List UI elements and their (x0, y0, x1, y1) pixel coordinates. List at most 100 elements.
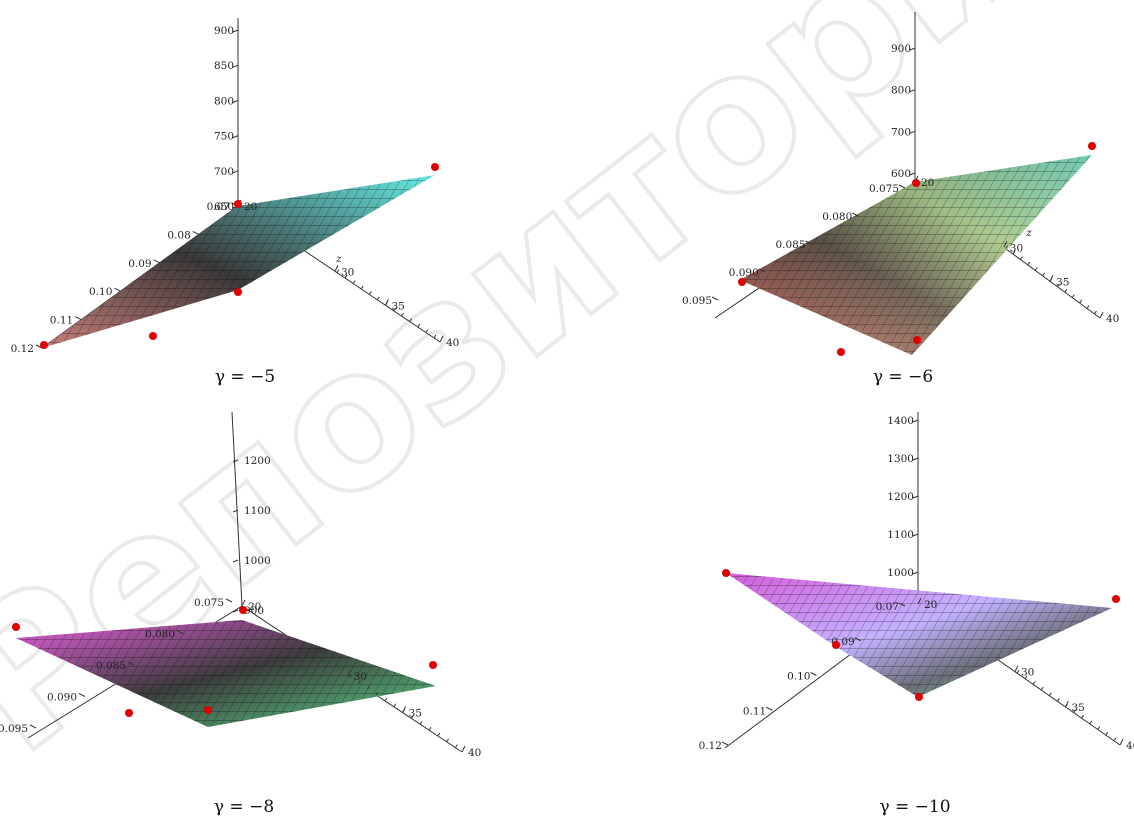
tick-mark (375, 691, 379, 696)
tick-mark (912, 533, 919, 537)
data-point (40, 341, 48, 349)
tick-label: 1400 (887, 415, 914, 427)
tick-mark (1024, 675, 1028, 680)
surface-mesh (740, 155, 1092, 355)
tick-mark (437, 732, 441, 737)
tick-label: 0.075 (869, 183, 899, 195)
tick-mark (1119, 738, 1124, 746)
vertical-axis-ticks: 900 1000 1100 1200 (232, 455, 271, 617)
tick-mark (1097, 726, 1101, 730)
tick-label: 0.12 (11, 343, 34, 355)
tick-label: 0.11 (50, 315, 73, 327)
tick-mark (909, 172, 916, 176)
tick-mark (232, 29, 239, 33)
tick-label: 0.085 (96, 660, 126, 672)
tick-label: 700 (214, 166, 234, 178)
tick-mark (711, 296, 719, 301)
tick-label: 1100 (244, 505, 271, 517)
tick-mark (153, 259, 160, 264)
tick-mark (428, 726, 432, 731)
tick-label: 650 (214, 201, 234, 213)
tick-mark (898, 602, 906, 607)
data-point (234, 288, 242, 296)
x-axis-ticks: 0.12 0.11 0.10 0.09 0.08 0.07 (11, 201, 239, 355)
tick-label: 0.12 (699, 740, 722, 752)
tick-mark (1073, 709, 1076, 713)
tick-mark (912, 457, 919, 461)
tick-mark (232, 64, 239, 68)
x-axis-ticks: 0.095 0.090 0.085 0.080 0.075 (682, 183, 906, 307)
tick-mark (1003, 241, 1008, 248)
tick-label: 600 (891, 168, 911, 180)
tick-mark (402, 709, 406, 713)
tick-label: 0.08 (167, 229, 190, 241)
tick-mark (232, 509, 239, 513)
tick-mark (898, 184, 906, 189)
tick-label: 750 (214, 131, 234, 143)
tick-mark (401, 312, 405, 317)
tick-label: 0.090 (47, 692, 77, 704)
tick-mark (1040, 686, 1044, 691)
tick-mark (1014, 665, 1019, 672)
tick-label: 0.07 (876, 601, 899, 613)
tick-mark (347, 669, 352, 677)
tick-label: 20 (248, 601, 261, 613)
tick-mark (433, 334, 437, 339)
data-point (837, 348, 845, 356)
tick-mark (232, 170, 239, 174)
data-point (738, 278, 746, 286)
data-point (234, 200, 242, 208)
tick-label: 0.10 (89, 286, 112, 298)
vertical-axis (231, 411, 243, 607)
tick-label: 800 (214, 95, 234, 107)
tick-mark (376, 296, 380, 301)
tick-label: 1000 (887, 567, 914, 579)
tick-mark (1089, 720, 1093, 725)
tick-mark (417, 323, 421, 328)
tick-label: 1000 (244, 555, 271, 567)
tick-mark (912, 571, 919, 575)
tick-label: 0.090 (729, 267, 759, 279)
tick-label: 20 (924, 599, 937, 611)
data-point (1112, 595, 1120, 603)
tick-mark (176, 630, 184, 634)
tick-mark (1099, 311, 1104, 319)
tick-mark (1020, 256, 1023, 260)
tick-mark (1113, 737, 1117, 742)
tick-mark (232, 559, 239, 563)
data-point (913, 336, 921, 344)
tick-mark (74, 316, 82, 321)
z-axis-label: z (335, 253, 342, 265)
tick-mark (344, 274, 348, 279)
data-point (239, 606, 247, 614)
tick-label: 0.075 (194, 597, 224, 609)
tick-mark (909, 47, 916, 51)
tick-mark (917, 597, 922, 605)
tick-mark (1032, 681, 1036, 685)
tick-mark (385, 302, 388, 306)
surface-panel-gamma-minus-8: 0.095 0.090 0.085 0.080 0.075 20 30 35 40 900 10… (0, 411, 481, 817)
tick-mark (1081, 714, 1085, 719)
tick-mark (1079, 299, 1083, 304)
tick-mark (352, 280, 356, 284)
tick-mark (127, 661, 135, 666)
data-point (125, 709, 133, 717)
surface-panel-gamma-minus-6: 0.095 0.090 0.085 0.080 0.075 20 30 35 40 600 70… (682, 12, 1119, 387)
tick-label: 40 (1106, 313, 1119, 325)
vertical-axis-ticks: 600 700 800 900 (891, 43, 916, 180)
tick-label: 0.10 (787, 671, 810, 683)
tick-mark (1057, 283, 1060, 287)
tick-mark (1065, 703, 1068, 708)
caption: γ = −8 (214, 797, 274, 817)
tick-mark (358, 680, 362, 684)
tick-label: 30 (1021, 667, 1034, 679)
tick-mark (1027, 261, 1031, 266)
tick-mark (1064, 288, 1068, 293)
data-points (738, 142, 1096, 356)
tick-mark (232, 99, 239, 103)
